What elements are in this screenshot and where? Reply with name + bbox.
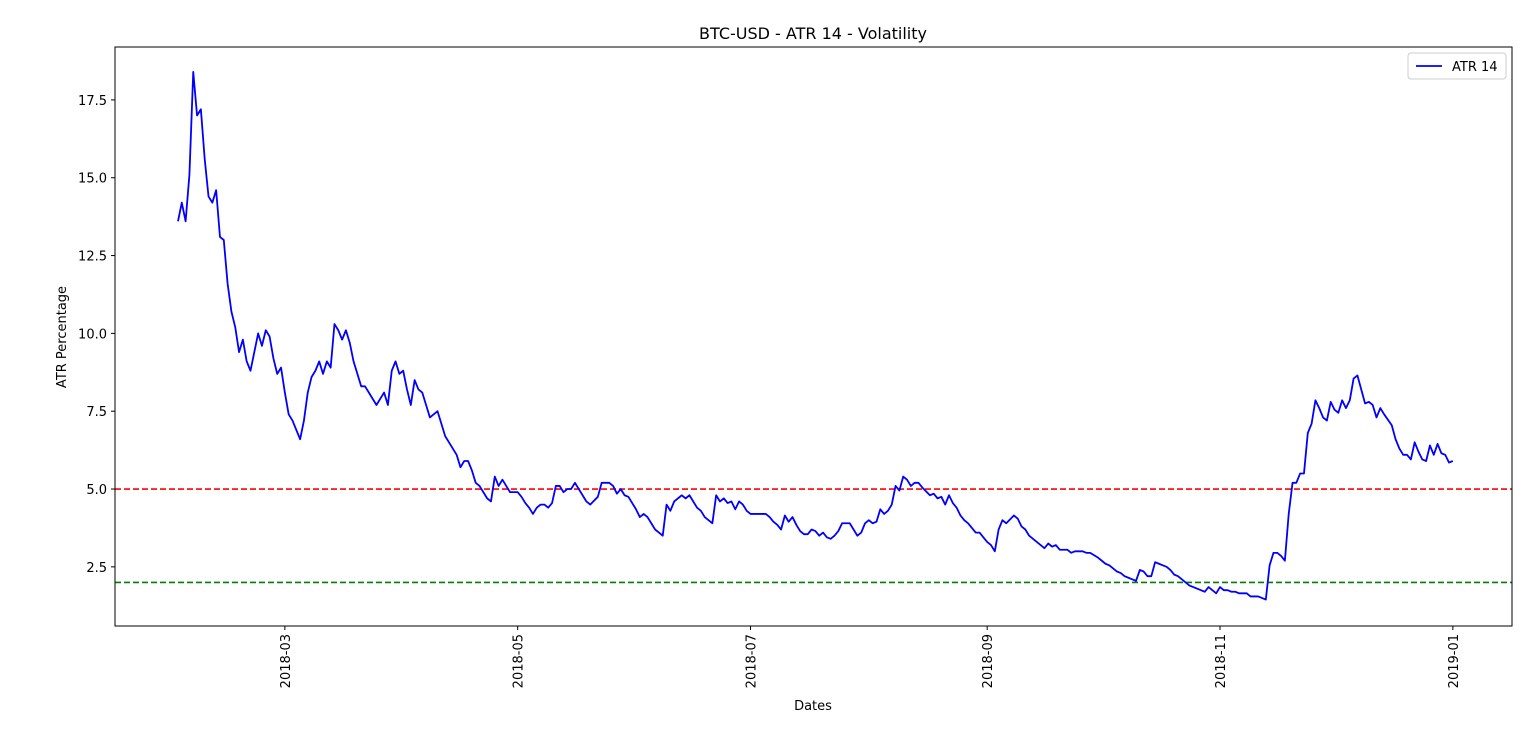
- y-axis-label: ATR Percentage: [55, 286, 70, 388]
- x-tick-label: 2018-05: [512, 634, 527, 688]
- y-tick-label: 15.0: [78, 172, 107, 187]
- y-tick-label: 10.0: [78, 327, 107, 342]
- axes-frame: [114, 46, 1513, 627]
- x-tick-label: 2018-11: [1214, 634, 1229, 688]
- legend-label: ATR 14: [1452, 60, 1498, 75]
- x-tick-label: 2018-09: [981, 634, 996, 688]
- x-tick-label: 2019-01: [1447, 634, 1462, 688]
- y-tick-label: 5.0: [86, 483, 107, 498]
- data-line: [177, 71, 1454, 601]
- y-tick-label: 7.5: [86, 405, 107, 420]
- y-tick-label: 2.5: [86, 561, 107, 576]
- legend-box: [1407, 52, 1507, 80]
- y-tick-label: 17.5: [78, 94, 107, 109]
- x-tick-label: 2018-07: [745, 634, 760, 688]
- y-tick-label: 12.5: [78, 250, 107, 265]
- x-tick-label: 2018-03: [279, 634, 294, 688]
- x-axis-label: Dates: [794, 699, 832, 714]
- chart-title: BTC-USD - ATR 14 - Volatility: [699, 24, 927, 43]
